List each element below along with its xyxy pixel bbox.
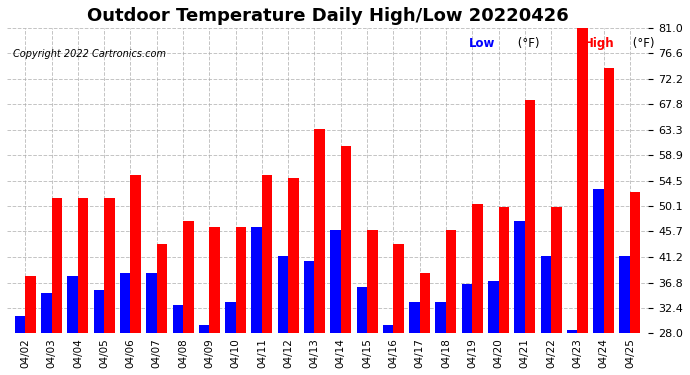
Bar bbox=[94, 290, 104, 333]
Bar bbox=[183, 221, 194, 333]
Bar bbox=[420, 273, 430, 333]
Bar bbox=[331, 230, 341, 333]
Bar bbox=[288, 178, 299, 333]
Bar bbox=[120, 273, 130, 333]
Bar bbox=[315, 129, 325, 333]
Bar bbox=[578, 28, 588, 333]
Bar bbox=[68, 276, 78, 333]
Bar bbox=[525, 100, 535, 333]
Text: Low: Low bbox=[469, 37, 495, 50]
Bar bbox=[551, 207, 562, 333]
Bar bbox=[104, 198, 115, 333]
Bar bbox=[620, 255, 630, 333]
Bar bbox=[41, 293, 52, 333]
Bar bbox=[630, 192, 640, 333]
Bar bbox=[604, 68, 614, 333]
Bar bbox=[78, 198, 88, 333]
Bar bbox=[593, 189, 604, 333]
Bar bbox=[199, 325, 209, 333]
Bar bbox=[409, 302, 420, 333]
Bar bbox=[277, 255, 288, 333]
Bar bbox=[251, 227, 262, 333]
Bar bbox=[357, 287, 367, 333]
Bar bbox=[367, 230, 377, 333]
Bar bbox=[52, 198, 62, 333]
Text: High: High bbox=[584, 37, 615, 50]
Bar bbox=[446, 230, 457, 333]
Bar bbox=[130, 175, 141, 333]
Text: Copyright 2022 Cartronics.com: Copyright 2022 Cartronics.com bbox=[13, 49, 166, 59]
Text: (°F): (°F) bbox=[629, 37, 655, 50]
Bar bbox=[488, 282, 498, 333]
Bar bbox=[157, 244, 167, 333]
Bar bbox=[498, 207, 509, 333]
Bar bbox=[236, 227, 246, 333]
Bar bbox=[393, 244, 404, 333]
Bar bbox=[383, 325, 393, 333]
Title: Outdoor Temperature Daily High/Low 20220426: Outdoor Temperature Daily High/Low 20220… bbox=[87, 7, 569, 25]
Bar bbox=[209, 227, 220, 333]
Bar bbox=[146, 273, 157, 333]
Bar bbox=[462, 284, 472, 333]
Bar bbox=[540, 255, 551, 333]
Bar bbox=[14, 316, 26, 333]
Bar bbox=[225, 302, 236, 333]
Bar bbox=[514, 221, 525, 333]
Bar bbox=[172, 304, 183, 333]
Bar bbox=[341, 146, 351, 333]
Bar bbox=[26, 276, 36, 333]
Bar bbox=[567, 330, 578, 333]
Bar bbox=[435, 302, 446, 333]
Bar bbox=[472, 204, 483, 333]
Bar bbox=[262, 175, 273, 333]
Bar bbox=[304, 261, 315, 333]
Text: (°F): (°F) bbox=[513, 37, 539, 50]
